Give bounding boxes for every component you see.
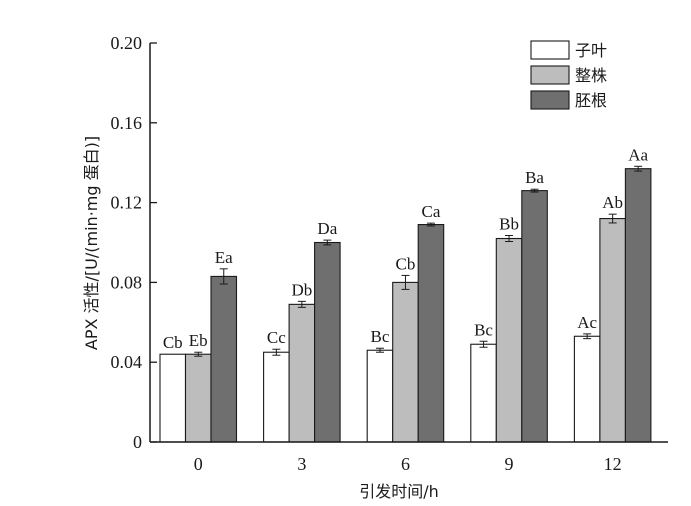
bar xyxy=(521,190,548,443)
legend-label: 胚根 xyxy=(575,91,607,110)
error-bars xyxy=(194,165,643,357)
bar xyxy=(263,351,290,443)
y-tick-label: 0.04 xyxy=(111,352,143,372)
axes xyxy=(149,43,668,443)
significance-label: Ab xyxy=(602,193,623,212)
bar xyxy=(624,168,652,443)
y-tick-label: 0 xyxy=(133,432,142,452)
legend-swatch xyxy=(530,90,570,110)
significance-label: Cb xyxy=(396,254,416,273)
x-tick-label: 3 xyxy=(297,454,306,474)
x-tick-label: 0 xyxy=(194,454,203,474)
significance-label: Ba xyxy=(525,168,544,187)
significance-label: Cb xyxy=(163,333,183,352)
y-tick-label: 0.12 xyxy=(111,193,143,213)
significance-label: Bc xyxy=(474,320,493,339)
y-tick-label: 0.16 xyxy=(111,113,143,133)
significance-label: Eb xyxy=(189,331,208,350)
bar xyxy=(314,241,341,443)
bar xyxy=(288,303,316,443)
x-axis-title: 引发时间/h xyxy=(359,482,439,501)
bar xyxy=(159,353,187,443)
bar xyxy=(495,237,523,443)
y-axis-title: APX 活性/[U/(min·mg 蛋白)] xyxy=(82,136,101,350)
x-tick-label: 9 xyxy=(505,454,514,474)
x-tick-label: 12 xyxy=(604,454,622,474)
bar-groups xyxy=(159,168,652,443)
x-tick-label: 6 xyxy=(401,454,410,474)
significance-label: Ac xyxy=(577,313,597,332)
y-tick-label: 0.20 xyxy=(111,33,143,53)
bar xyxy=(366,349,394,443)
significance-label: Cc xyxy=(267,328,286,347)
bar xyxy=(392,281,419,443)
significance-label: Db xyxy=(291,280,312,299)
significance-label: Bb xyxy=(499,215,519,234)
significance-label: Aa xyxy=(628,145,648,164)
bar xyxy=(417,223,445,443)
significance-label: Bc xyxy=(371,327,390,346)
bar xyxy=(184,353,212,443)
significance-labels: Cb Cc Bc Bc Ac Eb Db Cb Bb Ab Ea Da Ca Ba Aa xyxy=(163,145,649,352)
significance-label: Da xyxy=(317,219,337,238)
bar xyxy=(470,343,497,443)
significance-label: Ea xyxy=(215,248,233,267)
legend-label: 整株 xyxy=(575,66,607,85)
y-axis-ticks: 0 0.04 0.08 0.12 0.16 0.20 xyxy=(111,33,157,452)
legend-swatch xyxy=(530,65,570,85)
legend-swatch xyxy=(530,40,570,60)
significance-label: Ca xyxy=(422,202,441,221)
bar xyxy=(573,335,601,443)
bar xyxy=(210,275,238,443)
y-tick-label: 0.08 xyxy=(111,272,143,292)
bar xyxy=(599,218,626,443)
legend-label: 子叶 xyxy=(575,41,607,60)
